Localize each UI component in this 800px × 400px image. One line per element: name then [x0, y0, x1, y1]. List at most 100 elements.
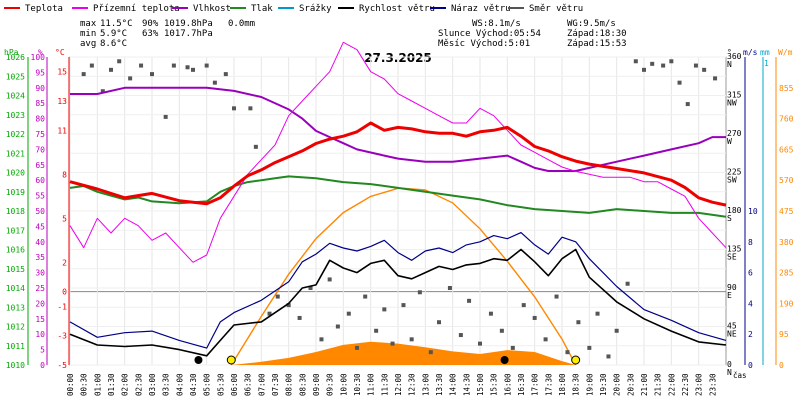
- x-tick-label: 18:30: [572, 373, 581, 396]
- wind-dir-point: [204, 63, 209, 68]
- axis-deg-tick: 90: [727, 283, 737, 292]
- wind-dir-point: [642, 67, 646, 72]
- wind-dir-point: [614, 328, 619, 333]
- x-tick-label: 10:00: [339, 373, 348, 396]
- axis-deg-tick: 180: [727, 206, 742, 215]
- stats: max 11.5°C 90% 1019.8hPa 0.0mm min 5.9°C…: [80, 19, 627, 49]
- wind-dir-point: [109, 67, 113, 72]
- x-tick-label: 11:00: [367, 373, 376, 396]
- axis-dir-tick: SW: [727, 176, 737, 185]
- axis-ms-tick: 6: [748, 269, 753, 278]
- axis-wm-tick: 190: [779, 299, 794, 308]
- x-tick-label: 16:30: [517, 373, 526, 396]
- x-tick-label: 21:00: [640, 373, 649, 396]
- x-tick-label: 21:30: [654, 373, 663, 396]
- stat-max-temp: 11.5°C: [100, 19, 133, 29]
- x-tick-label: 06:30: [244, 373, 253, 396]
- x-tick-label: 03:00: [148, 373, 157, 396]
- axis-ms-tick: 4: [748, 299, 753, 308]
- wind-dir-point: [650, 61, 655, 66]
- axis-wm-tick: 285: [779, 269, 794, 278]
- sun-marker: [571, 355, 581, 365]
- wind-dir-point: [355, 345, 359, 350]
- wind-dir-point: [543, 337, 548, 342]
- axis-wm-tick: 570: [779, 176, 794, 185]
- wind-dir-point: [625, 281, 630, 286]
- axis-dir-tick: W: [727, 137, 732, 146]
- axis-hpa-tick: 1016: [6, 246, 25, 255]
- axis-deg-label: °: [727, 48, 732, 57]
- wind-dir-point: [308, 286, 313, 290]
- series-prizemni: [69, 41, 727, 263]
- axis-pct-tick: 90: [35, 84, 45, 93]
- axis-wm-tick: 475: [779, 207, 794, 216]
- x-tick-label: 23:00: [695, 373, 704, 396]
- stat-wg: WG:9.5m/s: [567, 19, 616, 29]
- x-tick-label: 11:30: [380, 373, 389, 396]
- x-tick-label: 02:00: [121, 373, 130, 396]
- stat-sun-rise: Slunce Východ:05:54: [438, 29, 541, 39]
- x-tick-label: 17:30: [544, 373, 553, 396]
- axis-hpa-tick: 1026: [6, 53, 25, 62]
- x-tick-label: 22:30: [681, 373, 690, 396]
- wind-dir-point: [319, 337, 324, 342]
- axis-pct-tick: 65: [35, 161, 45, 170]
- wind-dir-point: [587, 345, 592, 350]
- wind-dir-point: [467, 298, 472, 303]
- axis-wm-tick: 855: [779, 84, 794, 93]
- stat-max-hum: 90%: [142, 19, 159, 29]
- x-tick-label: 22:00: [667, 373, 676, 396]
- x-tick-label: 15:30: [490, 373, 499, 396]
- axis-wm-tick: 665: [779, 145, 794, 154]
- wind-dir-point: [702, 67, 707, 72]
- legend-teplota: Teplota: [25, 4, 63, 14]
- x-tick-label: 08:30: [298, 373, 307, 396]
- wind-dir-point: [248, 106, 253, 111]
- axis-pct-tick: 40: [35, 238, 45, 247]
- moon-marker: [500, 356, 509, 364]
- axis-hpa-tick: 1021: [6, 149, 25, 158]
- wind-dir-point: [565, 350, 570, 355]
- axis-dir-tick: N: [727, 60, 732, 69]
- axis-hpa-tick: 1022: [6, 130, 25, 139]
- x-tick-label: 07:00: [257, 373, 266, 396]
- wind-dir-point: [390, 341, 395, 346]
- wind-dir-point: [253, 144, 258, 149]
- axis-c-tick: 0: [62, 288, 67, 297]
- axis-hpa-tick: 1010: [6, 361, 25, 370]
- wind-dir-point: [401, 303, 406, 308]
- axis-hpa-tick: 1018: [6, 207, 25, 216]
- stat-max-press: 1019.8hPa: [164, 19, 213, 29]
- wind-dir-point: [171, 63, 176, 68]
- x-tick-label: 05:30: [216, 373, 225, 396]
- axis-deg-tick: 270: [727, 129, 742, 138]
- x-tick-label: 20:30: [626, 373, 635, 396]
- axis-deg-tick: 135: [727, 245, 742, 254]
- axis-pct-tick: 80: [35, 115, 45, 124]
- x-tick-label: 12:00: [394, 373, 403, 396]
- legend: Teplota Přízemní teplota Vlhkost Tlak Sr…: [4, 4, 583, 14]
- x-tick-label: 19:00: [585, 373, 594, 396]
- stat-avg-label: avg: [80, 39, 96, 49]
- x-tick-label: 03:30: [162, 373, 171, 396]
- wind-dir-point: [139, 63, 144, 68]
- wind-dir-point: [417, 290, 422, 295]
- sun-marker: [226, 355, 236, 365]
- wind-dir-point: [447, 286, 452, 290]
- axis-c-label: °C: [55, 48, 65, 57]
- wind-dir-point: [478, 341, 482, 346]
- stat-avg-temp: 8.6°C: [100, 39, 127, 49]
- axis-hpa-tick: 1025: [6, 72, 25, 81]
- axis-hpa-tick: 1024: [6, 92, 25, 101]
- legend-vlhkost: Vlhkost: [193, 4, 231, 14]
- axis-pct-label: %: [38, 48, 43, 57]
- x-tick-label: 13:30: [435, 373, 444, 396]
- stat-min-temp: 5.9°C: [100, 29, 127, 39]
- stat-ws: WS:8.1m/s: [472, 19, 521, 29]
- axis-deg-tick: 225: [727, 168, 742, 177]
- series-rychlost: [69, 248, 727, 357]
- series-teplota: [69, 121, 727, 207]
- wind-dir-point: [275, 294, 280, 299]
- axis-pct-tick: 20: [35, 299, 45, 308]
- wind-dir-point: [335, 324, 340, 329]
